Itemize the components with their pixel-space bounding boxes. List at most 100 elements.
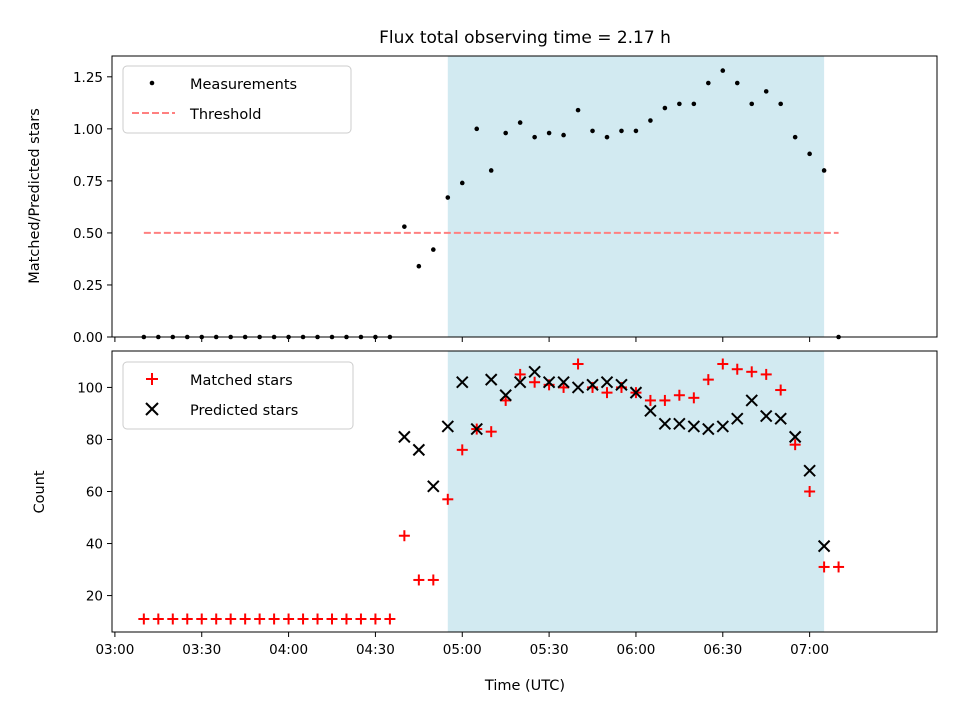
predicted-star-stroke (499, 389, 512, 402)
matched-star-point (673, 389, 685, 401)
top-ytick-label: 0.75 (73, 174, 103, 190)
top-highlight-span (447, 56, 825, 337)
legend-marker-measurements (149, 80, 155, 86)
matched-star-point (196, 613, 208, 625)
matched-star-point (485, 426, 497, 438)
matched-star-point (340, 613, 352, 625)
predicted-star-point (586, 378, 599, 392)
measurement-point (503, 130, 508, 136)
predicted-star-stroke (803, 464, 816, 477)
measurement-point (459, 180, 465, 186)
predicted-star-point (427, 480, 440, 493)
predicted-star-stroke (412, 443, 426, 457)
bottom-xtick-label: 07:00 (790, 642, 829, 658)
predicted-star-stroke (644, 404, 657, 418)
chart-title: Flux total observing time = 2.17 h (379, 28, 671, 48)
matched-star-point (297, 613, 309, 625)
bottom-ytick-label: 20 (86, 589, 103, 605)
measurement-point (821, 168, 827, 173)
bottom-ytick-label: 40 (86, 537, 103, 553)
legend-marker-matched-stars (146, 373, 158, 385)
bottom-xtick-label: 06:00 (616, 642, 655, 658)
matched-star-point (514, 368, 526, 380)
predicted-star-point (644, 404, 657, 418)
predicted-star-point (542, 376, 556, 389)
matched-star-point (225, 613, 237, 625)
matched-star-points (138, 358, 845, 625)
measurement-point (619, 128, 624, 134)
measurement-point (778, 101, 783, 107)
measurement-point (532, 134, 537, 140)
predicted-star-point (528, 365, 541, 379)
matched-star-point (818, 561, 830, 573)
predicted-star-stroke (441, 420, 454, 433)
matched-star-point (384, 613, 396, 625)
predicted-star-point (557, 376, 570, 389)
predicted-star-stroke (398, 430, 411, 444)
measurement-point (604, 134, 610, 140)
measurement-point (662, 105, 668, 111)
predicted-star-point (485, 373, 498, 386)
measurement-point (734, 80, 740, 86)
bottom-panel: 20 40 60 80 100 03:00 03:30 04:00 04:30 05:00 05:3… (32, 350, 938, 694)
measurement-point (691, 101, 697, 107)
measurement-point (488, 168, 494, 173)
predicted-star-stroke (615, 378, 628, 392)
matched-star-point (326, 613, 338, 625)
measurement-point (792, 134, 798, 140)
legend-label-predicted-stars: Predicted stars (190, 403, 298, 419)
bottom-ylabel: Count (32, 470, 48, 513)
matched-star-point (369, 613, 381, 625)
top-ytick-label: 0.25 (73, 278, 103, 294)
predicted-star-point (470, 422, 483, 436)
matched-star-point (760, 368, 772, 380)
matched-star-point (731, 363, 743, 375)
predicted-star-point (629, 386, 643, 399)
top-ylabel: Matched/Predicted stars (27, 108, 43, 284)
predicted-star-point (788, 430, 802, 444)
predicted-star-stroke (658, 417, 672, 431)
predicted-star-point (817, 539, 831, 553)
measurement-point (517, 120, 523, 125)
predicted-star-stroke (702, 422, 715, 436)
predicted-star-stroke (586, 378, 599, 392)
top-ytick-label: 1.25 (73, 70, 103, 86)
predicted-star-stroke (456, 376, 469, 389)
matched-star-point (138, 613, 150, 625)
predicted-star-point (803, 464, 816, 477)
measurement-point (575, 107, 581, 113)
predicted-star-point (600, 376, 614, 389)
predicted-star-stroke (470, 422, 483, 436)
matched-star-point (804, 486, 816, 497)
matched-star-point (659, 394, 671, 406)
predicted-star-stroke (716, 420, 729, 433)
predicted-star-point (513, 376, 527, 389)
matched-star-point (558, 381, 570, 393)
bottom-xtick-label: 05:00 (443, 642, 482, 658)
matched-star-point (572, 358, 584, 370)
matched-star-point (283, 613, 295, 625)
bottom-ytick-label: 100 (77, 380, 103, 396)
predicted-star-point (687, 420, 701, 433)
predicted-star-point (658, 417, 672, 431)
predicted-star-stroke (542, 376, 556, 389)
measurement-point (648, 118, 653, 123)
predicted-star-point (441, 420, 454, 433)
bottom-ytick-label: 60 (86, 485, 103, 501)
predicted-star-point (412, 443, 426, 457)
matched-star-point (427, 574, 439, 586)
predicted-star-point (760, 409, 773, 423)
matched-star-point (702, 374, 714, 386)
predicted-star-stroke (571, 381, 585, 394)
measurement-point (561, 132, 566, 138)
matched-star-point (746, 366, 758, 378)
predicted-star-point (615, 378, 628, 392)
measurement-point (590, 128, 595, 134)
matched-star-point (239, 613, 251, 625)
matched-star-point (500, 394, 512, 406)
matched-star-point (181, 613, 193, 625)
matched-star-point (775, 384, 787, 396)
matched-star-point (254, 613, 266, 625)
predicted-star-stroke (673, 417, 686, 431)
